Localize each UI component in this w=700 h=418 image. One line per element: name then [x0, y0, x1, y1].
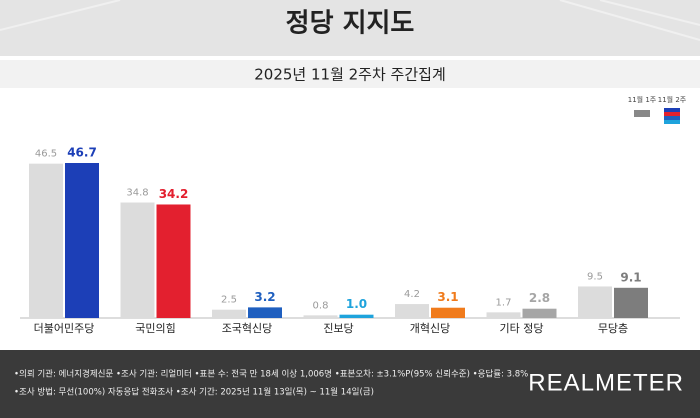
header-decoration: [0, 0, 700, 41]
x-tick-label: 무당층: [598, 322, 628, 335]
x-tick-label: 개혁신당: [410, 322, 450, 335]
legend-swatch: [664, 116, 680, 120]
footer-line: •조사 방법: 무선(100%) 자동응답 전화조사 •조사 기간: 2025년…: [14, 387, 374, 398]
legend-swatch: [664, 108, 680, 112]
value-label: 46.7: [67, 146, 97, 160]
x-tick-label: 조국혁신당: [222, 322, 273, 335]
brand: REALMETER: [528, 369, 684, 396]
value-label: 3.1: [437, 290, 458, 304]
value-label: 1.7: [496, 297, 512, 308]
legend-swatch: [634, 110, 650, 117]
x-tick-label: 진보당: [323, 322, 353, 335]
bar: [303, 315, 338, 318]
footer-line: •의뢰 기관: 에너지경제신문 •조사 기관: 리얼미터 •표본 수: 전국 만…: [14, 369, 528, 380]
value-label: 34.2: [159, 187, 189, 201]
bar: [212, 309, 246, 318]
value-label: 4.2: [404, 289, 420, 300]
legend-swatch: [664, 120, 680, 124]
bar: [578, 286, 612, 318]
value-label: 34.8: [126, 187, 148, 198]
value-label: 2.8: [529, 291, 550, 305]
bar: [339, 314, 374, 318]
bar: [120, 202, 155, 318]
bar: [486, 312, 521, 318]
bar: [431, 307, 465, 318]
subtitle-band: [0, 60, 700, 88]
x-tick-label: 기타 정당: [500, 322, 544, 335]
bar: [156, 204, 191, 318]
bar: [614, 287, 648, 318]
value-label: 2.5: [221, 295, 237, 306]
legend-label: 11월 1주: [628, 95, 657, 104]
bar: [248, 307, 282, 318]
value-label: 1.0: [346, 297, 367, 311]
legend-swatch: [664, 112, 680, 116]
chart-subtitle: 2025년 11월 2주차 주간집계: [254, 66, 446, 84]
x-tick-label: 국민의힘: [135, 322, 175, 335]
bar: [395, 304, 429, 318]
value-label: 3.2: [254, 290, 275, 304]
bar: [29, 163, 63, 318]
value-label: 0.8: [313, 300, 329, 311]
value-label: 46.5: [35, 149, 57, 160]
footer-band: [0, 350, 700, 418]
bar: [65, 163, 99, 318]
chart-title: 정당 지지도: [286, 9, 415, 39]
bar: [522, 308, 557, 318]
header-band: [0, 0, 700, 56]
value-label: 9.1: [620, 270, 641, 284]
value-label: 9.5: [587, 271, 603, 282]
legend-label: 11월 2주: [658, 95, 687, 104]
x-tick-label: 더불어민주당: [34, 322, 95, 335]
